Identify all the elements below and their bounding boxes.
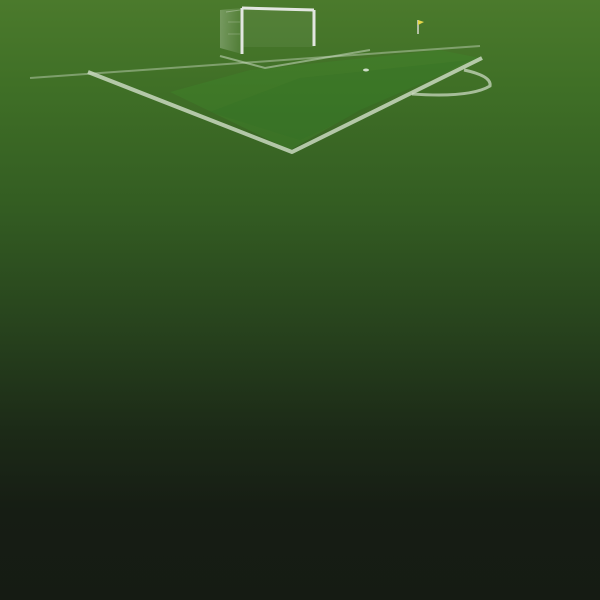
grass-stripes bbox=[170, 50, 480, 150]
penalty-box-line bbox=[87, 56, 483, 154]
goal-area-line bbox=[219, 49, 371, 70]
penalty-arc bbox=[411, 68, 492, 97]
corner-flag-icon bbox=[417, 20, 424, 34]
goal-icon bbox=[220, 6, 316, 54]
goal-line bbox=[29, 45, 481, 79]
ball-icon bbox=[363, 68, 369, 72]
